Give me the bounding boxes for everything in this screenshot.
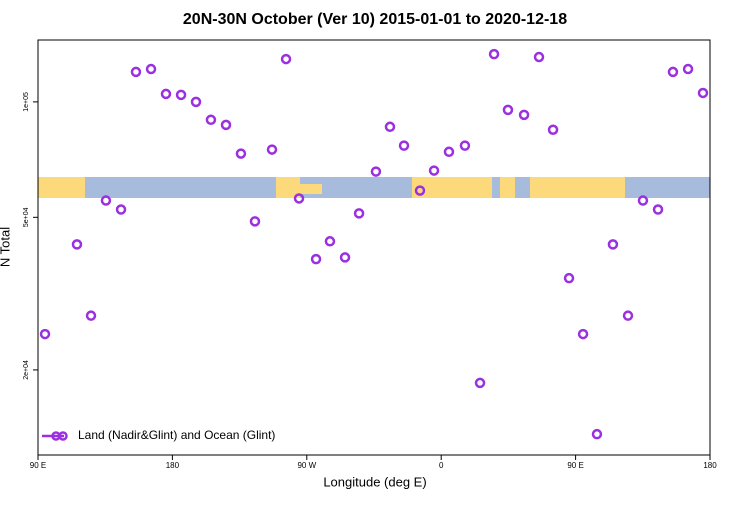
point	[205, 114, 217, 126]
point	[697, 87, 709, 99]
point	[533, 51, 545, 63]
point	[474, 377, 486, 389]
point	[71, 239, 83, 250]
point	[577, 328, 589, 340]
point	[591, 428, 603, 440]
point	[130, 66, 142, 78]
point	[563, 272, 575, 284]
point	[502, 104, 514, 116]
plot-frame	[37, 39, 711, 456]
point	[39, 328, 51, 340]
point	[370, 166, 382, 177]
point	[428, 165, 440, 176]
point	[353, 208, 365, 219]
x-tick-label: 90 W	[297, 461, 316, 470]
point	[310, 253, 322, 265]
point	[220, 119, 232, 131]
y-axis-label: N Total	[0, 227, 12, 267]
legend-label: Land (Nadir&Glint) and Ocean (Glint)	[78, 428, 275, 442]
point	[293, 193, 305, 204]
y-tick-label: 2e+04	[23, 360, 30, 380]
point	[85, 310, 97, 321]
point	[280, 53, 292, 65]
point	[622, 310, 634, 321]
point	[384, 121, 396, 133]
point	[443, 146, 455, 158]
x-tick-label: 90 E	[567, 461, 583, 470]
point	[145, 63, 157, 75]
point	[160, 88, 172, 100]
point	[235, 148, 247, 159]
point	[459, 140, 471, 151]
point	[175, 89, 187, 101]
x-tick-label: 180	[166, 461, 180, 470]
x-axis-label: Longitude (deg E)	[323, 474, 426, 489]
point	[115, 204, 127, 215]
point	[266, 144, 278, 155]
point	[249, 216, 261, 227]
point	[190, 96, 202, 108]
point	[652, 204, 664, 215]
point	[398, 140, 410, 151]
x-tick-label: 180	[703, 461, 717, 470]
point	[667, 66, 679, 78]
chart-title: 20N-30N October (Ver 10) 2015-01-01 to 2…	[183, 11, 567, 28]
point	[324, 236, 336, 247]
x-tick-label: 90 E	[30, 461, 46, 470]
map-band	[38, 177, 710, 198]
point	[518, 109, 530, 121]
point	[488, 48, 500, 60]
point	[607, 239, 619, 250]
point	[682, 63, 694, 75]
point	[547, 124, 559, 135]
x-tick-label: 0	[439, 461, 444, 470]
point	[339, 252, 351, 263]
point	[414, 185, 426, 196]
legend-marker	[58, 431, 68, 441]
y-tick-label: 5e+04	[23, 207, 30, 227]
y-tick-label: 1e+05	[23, 92, 30, 112]
point	[637, 195, 649, 206]
point	[100, 195, 112, 206]
